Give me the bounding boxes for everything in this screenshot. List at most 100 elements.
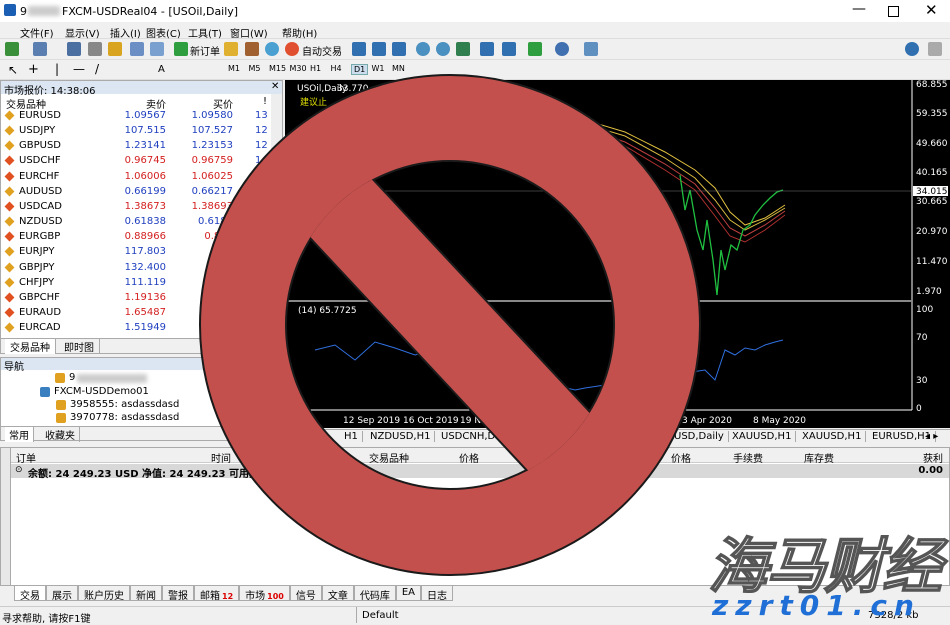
cursor[interactable]: ↖ — [8, 63, 19, 77]
tree-item[interactable]: 9 — [69, 372, 76, 383]
icon[interactable] — [502, 42, 516, 56]
period-button[interactable]: H1 — [310, 64, 322, 73]
icon[interactable] — [528, 42, 542, 56]
scroll-arrows[interactable]: ◂ ▸ — [925, 431, 939, 442]
blur — [77, 374, 147, 383]
chart-tab[interactable]: NZDUSD,H1 — [366, 431, 436, 442]
symbol: USDJPY — [19, 125, 56, 137]
icon[interactable] — [555, 42, 569, 56]
period-button[interactable]: MN — [392, 64, 405, 73]
icon[interactable] — [174, 42, 188, 56]
tab[interactable]: 展示 — [46, 586, 78, 602]
tab[interactable]: 信号 — [289, 586, 322, 602]
hline[interactable]: — — [73, 62, 85, 76]
menu-item[interactable]: 工具(T) — [188, 29, 222, 40]
close[interactable]: ✕ — [925, 1, 938, 19]
period-button[interactable]: W1 — [371, 64, 385, 73]
navigator-title: 导航 — [4, 362, 24, 373]
period-button[interactable]: M30 — [289, 64, 307, 73]
tab[interactable]: 即时图 — [59, 339, 100, 354]
tree-item[interactable]: FXCM-USDDemo01 — [54, 386, 149, 397]
chart-tab[interactable]: XAUUSD,H1 — [798, 431, 867, 442]
new-order[interactable]: 新订单 — [190, 47, 220, 58]
vline[interactable]: | — [55, 62, 60, 76]
icon[interactable] — [150, 42, 164, 56]
chart-bg — [285, 80, 950, 428]
icon[interactable] — [224, 42, 238, 56]
market-watch: 市场报价: 14:38:06 ✕ 交易品种 卖价 买价! EURUSD 1.09567 1… — [0, 80, 283, 354]
icon[interactable] — [392, 42, 406, 56]
scrollbar[interactable] — [271, 94, 282, 337]
chart-tab[interactable]: H1 — [340, 431, 363, 442]
tab[interactable]: 交易 — [14, 586, 46, 602]
menu-item[interactable]: 插入(I) — [110, 29, 141, 40]
text-tool[interactable]: A — [158, 64, 165, 75]
icon[interactable] — [5, 42, 19, 56]
tab-label: 账户历史 — [84, 591, 124, 602]
close[interactable]: ✕ — [271, 81, 280, 92]
tab[interactable]: 代码库 — [353, 586, 396, 602]
period-button[interactable]: M1 — [228, 64, 240, 73]
tab-label: 警报 — [168, 591, 188, 602]
icon[interactable] — [480, 42, 494, 56]
chart-tab[interactable]: USDCNH,Daily — [437, 431, 518, 442]
icon[interactable] — [285, 42, 299, 56]
minimize[interactable]: — — [852, 1, 866, 17]
column-header: 时间 — [211, 454, 231, 465]
icon[interactable] — [436, 42, 450, 56]
tree-item[interactable]: 3958555: asdassdasd — [70, 399, 180, 410]
tab[interactable]: 收藏夹 — [41, 427, 80, 442]
icon[interactable] — [88, 42, 102, 56]
period-button[interactable]: M15 — [269, 64, 287, 73]
tree: 9 FXCM-USDDemo01 3958555: asdassdasd 397077… — [1, 370, 282, 425]
tab[interactable]: 邮箱 12 — [194, 586, 240, 602]
icon[interactable] — [108, 42, 122, 56]
menu-item[interactable]: 图表(C) — [146, 29, 181, 40]
chart-tabs: H1 NZDUSD,H1 USDCNH,Daily USD,Daily XAUUSD,H… — [285, 429, 950, 445]
icon[interactable] — [416, 42, 430, 56]
bid: 132.400 — [124, 261, 166, 273]
chart-tab[interactable]: USD,Daily — [670, 431, 729, 442]
menu-item[interactable]: 文件(F) — [20, 29, 54, 40]
icon[interactable] — [584, 42, 598, 56]
tab[interactable]: EA — [395, 586, 422, 601]
icon[interactable] — [67, 42, 81, 56]
menu-bar: 文件(F) 显示(V) 插入(I) 图表(C) 工具(T) 窗口(W) 帮助(H) — [0, 22, 950, 40]
chart-price: 33.770 — [337, 84, 369, 94]
tab[interactable]: 交易品种 — [5, 339, 56, 354]
tab[interactable]: 警报 — [162, 586, 194, 602]
tab[interactable]: 文章 — [321, 586, 354, 602]
chart-tab[interactable]: EURUSD,H1 — [868, 431, 937, 442]
crosshair[interactable]: + — [28, 62, 39, 77]
tab[interactable]: 常用 — [5, 427, 34, 442]
tab[interactable]: 市场 100 — [239, 586, 290, 602]
icon[interactable] — [130, 42, 144, 56]
icon[interactable] — [352, 42, 366, 56]
ask: 1. — [223, 322, 233, 334]
tree-item[interactable]: 3970778: asdassdasd — [70, 412, 180, 423]
tab[interactable]: 日志 — [421, 586, 454, 602]
column-header: 买价 — [213, 100, 233, 111]
period-button[interactable]: M5 — [248, 64, 261, 73]
period-button[interactable]: H4 — [330, 64, 342, 73]
maximize[interactable] — [888, 6, 899, 17]
icon[interactable] — [33, 42, 47, 56]
tab[interactable]: 账户历史 — [78, 586, 130, 602]
auto-trade[interactable]: 自动交易 — [302, 47, 342, 58]
status-profile: Default — [362, 610, 399, 621]
menu-item[interactable]: 显示(V) — [65, 29, 100, 40]
icon[interactable] — [372, 42, 386, 56]
trendline[interactable]: / — [95, 62, 100, 76]
chat[interactable] — [928, 42, 942, 56]
icon[interactable] — [245, 42, 259, 56]
menu-item[interactable]: 窗口(W) — [230, 29, 268, 40]
row-icon — [4, 277, 15, 288]
menu-item[interactable]: 帮助(H) — [282, 29, 318, 40]
icon[interactable] — [265, 42, 279, 56]
chart-tab[interactable]: XAUUSD,H1 — [728, 431, 797, 442]
search[interactable] — [905, 42, 919, 56]
icon[interactable] — [456, 42, 470, 56]
period-button[interactable]: D1 — [351, 64, 369, 75]
row-icon — [4, 262, 15, 272]
tab[interactable]: 新闻 — [130, 586, 162, 602]
